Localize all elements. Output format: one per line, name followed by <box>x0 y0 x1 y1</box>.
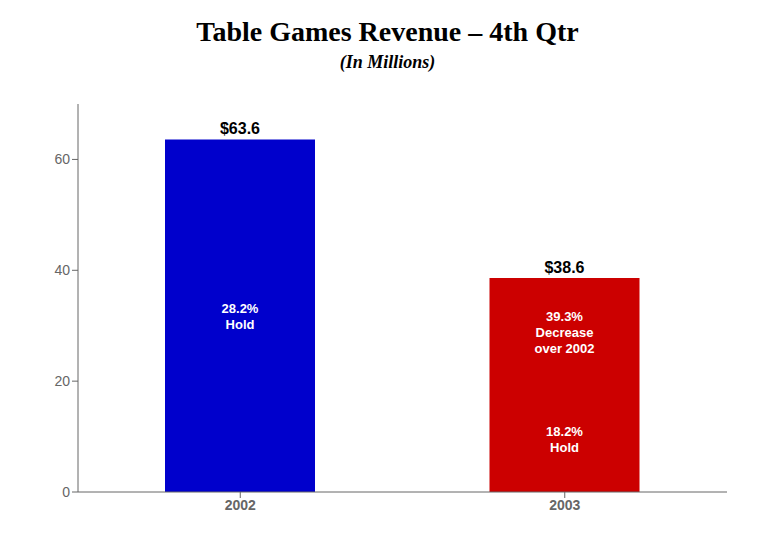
html-text:(In Millions): (In Millions) <box>339 52 436 72</box>
svg-text:2002: 2002 <box>225 497 256 513</box>
svg-text:$38.6: $38.6 <box>544 259 584 276</box>
svg-text:28.2%Hold: 28.2%Hold <box>222 300 259 331</box>
svg-text:18.2%Hold: 18.2%Hold <box>546 423 583 454</box>
html-text:Table Games Revenue – 4th Qtr: Table Games Revenue – 4th Qtr <box>196 16 579 47</box>
svg-text:$63.6: $63.6 <box>220 120 260 137</box>
svg-text:39.3%Decreaseover 2002: 39.3%Decreaseover 2002 <box>535 308 595 355</box>
svg-text:20: 20 <box>54 373 70 389</box>
svg-text:40: 40 <box>54 262 70 278</box>
svg-text:0: 0 <box>62 484 70 500</box>
svg-text:60: 60 <box>54 151 70 167</box>
svg-text:2003: 2003 <box>549 497 580 513</box>
